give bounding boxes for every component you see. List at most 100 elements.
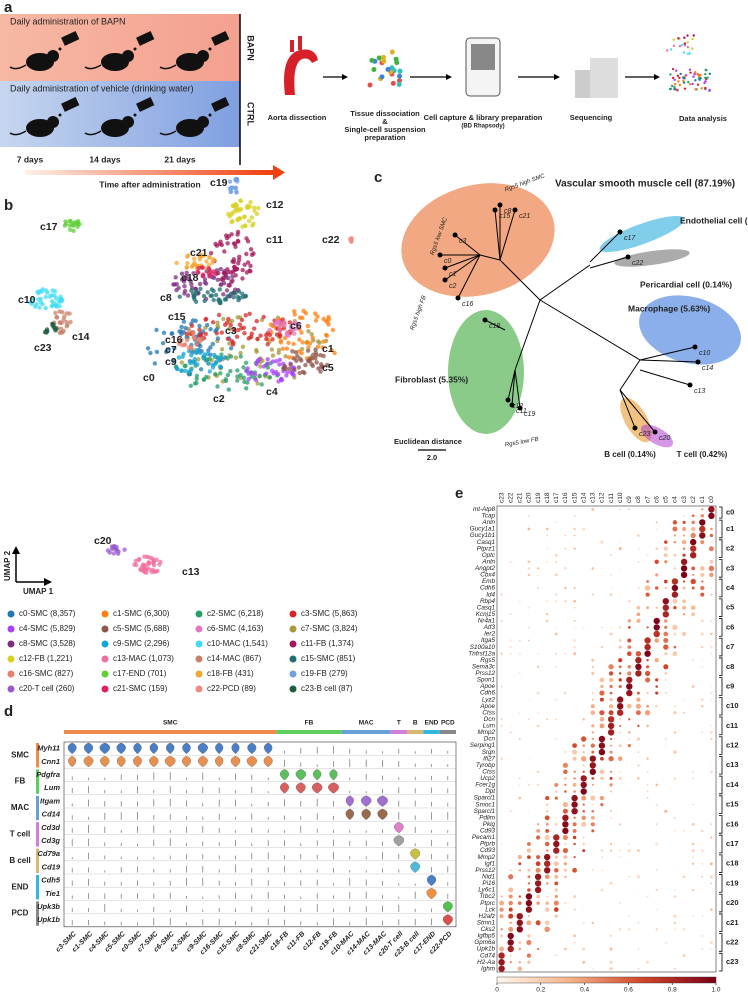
cell-point xyxy=(228,322,233,328)
cell-point xyxy=(210,320,216,325)
cluster-label: c8 xyxy=(160,292,172,304)
gene-label: Ctss xyxy=(482,768,495,775)
gene-label: Ly6c1 xyxy=(478,887,495,894)
legend-label: c19-FB (279) xyxy=(301,669,348,678)
expression-dot xyxy=(535,835,541,840)
expression-dot xyxy=(508,894,513,899)
expression-dot xyxy=(609,960,613,964)
expression-dot xyxy=(609,947,613,951)
tree-branch xyxy=(499,259,541,301)
cell-point xyxy=(313,350,318,355)
expression-dot xyxy=(536,849,540,853)
cluster-bracket xyxy=(719,874,723,893)
expression-dot xyxy=(571,808,578,815)
analysis-icon xyxy=(680,43,684,47)
expression-dot xyxy=(563,868,568,872)
analysis-icon xyxy=(704,72,707,76)
expression-dot xyxy=(562,762,568,768)
expression-dot xyxy=(562,834,568,841)
cluster-label: c16 xyxy=(726,819,739,828)
violin xyxy=(280,769,289,781)
expression-dot xyxy=(600,540,604,544)
expression-dot xyxy=(581,821,587,827)
expression-dot xyxy=(672,526,678,532)
violin xyxy=(197,742,208,754)
expression-dot xyxy=(646,895,649,898)
mouse-icon xyxy=(47,50,59,62)
cluster-label: c19 xyxy=(210,177,228,189)
tree-branch xyxy=(511,369,516,406)
cell-point xyxy=(217,364,223,369)
colorbar xyxy=(496,976,717,984)
cell-point xyxy=(49,304,54,309)
expression-dot xyxy=(701,934,704,937)
expression-dot xyxy=(701,843,704,845)
analysis-icon xyxy=(698,75,701,78)
tree-branch xyxy=(494,209,501,261)
expression-dot xyxy=(699,525,706,533)
cluster-bracket xyxy=(719,716,723,736)
cell-point xyxy=(349,239,354,244)
cell-point xyxy=(236,327,241,333)
analysis-icon xyxy=(682,79,685,82)
expression-dot xyxy=(554,521,558,524)
expression-dot xyxy=(536,652,540,656)
legend-swatch xyxy=(195,625,203,633)
expression-dot xyxy=(627,849,631,853)
legend-label: c22-PCD (89) xyxy=(207,684,256,693)
cell-point xyxy=(198,367,204,372)
cell-point xyxy=(236,289,242,294)
expression-dot xyxy=(637,889,640,891)
expression-dot xyxy=(564,750,567,754)
cell-point xyxy=(196,266,201,271)
expression-dot xyxy=(653,630,660,638)
step-label: Tissue dissociation xyxy=(350,109,420,118)
row-group-label: T cell xyxy=(10,830,30,839)
analysis-icon xyxy=(689,71,692,74)
expression-dot xyxy=(545,599,549,603)
cell-icon xyxy=(397,73,403,79)
expression-dot xyxy=(673,776,677,780)
leaf-label: c15 xyxy=(499,213,510,220)
cluster-bracket xyxy=(719,893,723,913)
cluster-label: c14 xyxy=(726,780,739,789)
gene-label: Gucy1a1 xyxy=(470,526,495,533)
cell-point xyxy=(155,568,160,574)
cluster-label: c3 xyxy=(726,563,734,572)
expression-dot xyxy=(664,625,668,630)
expression-dot xyxy=(507,939,514,946)
gene-label: Stmn1 xyxy=(477,919,495,926)
expression-dot xyxy=(527,882,531,885)
violin xyxy=(329,769,338,781)
cell-point xyxy=(206,361,211,366)
cell-point xyxy=(33,304,38,309)
gene-label: Cdh6 xyxy=(480,690,496,697)
cell-point xyxy=(184,270,189,275)
cell-point xyxy=(244,368,250,374)
expression-dot xyxy=(517,901,522,905)
expression-dot xyxy=(591,790,595,793)
expression-dot xyxy=(563,691,567,695)
cell-point xyxy=(287,366,292,371)
expression-dot xyxy=(528,757,530,760)
cluster-bracket xyxy=(719,618,723,637)
violin xyxy=(182,742,191,754)
leaf-label: c3 xyxy=(459,238,467,245)
aorta-icon xyxy=(290,40,294,52)
expression-dot xyxy=(562,827,569,835)
expression-dot xyxy=(518,599,522,603)
cell-point xyxy=(257,357,262,362)
expression-dot xyxy=(564,777,567,780)
cell-point xyxy=(290,349,295,354)
cell-point xyxy=(240,291,245,296)
analysis-icon xyxy=(704,76,707,79)
expression-dot xyxy=(500,593,503,596)
cluster-label: c1 xyxy=(322,343,334,355)
cell-point xyxy=(267,375,273,380)
expression-dot xyxy=(509,869,512,872)
cell-point xyxy=(272,322,277,327)
expression-dot xyxy=(580,755,587,762)
expression-dot xyxy=(554,698,558,702)
gene-label: Upk3b xyxy=(37,902,60,911)
expression-dot xyxy=(646,626,649,629)
